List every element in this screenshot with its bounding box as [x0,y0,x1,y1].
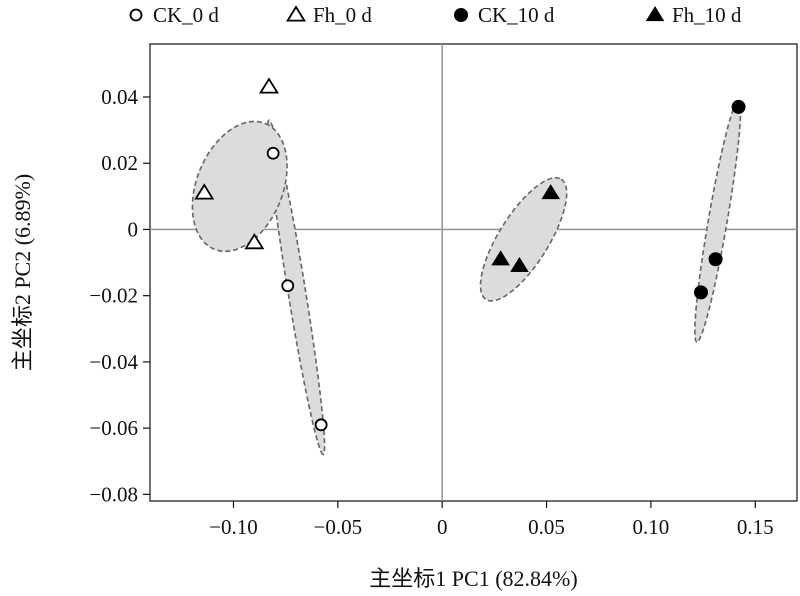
legend-item: Fh_10 d [647,3,742,27]
point-ck-0-d [282,280,293,291]
legend-label: CK_0 d [153,3,219,27]
y-axis: −0.08 −0.06 −0.04 −0.02 0 0.02 0.04 [89,85,150,506]
legend-marker [288,7,305,21]
y-axis-title: 主坐标2 PC2 (6.89%) [10,174,35,371]
legend-label: CK_10 d [478,3,555,27]
x-axis-title: 主坐标1 PC1 (82.84%) [369,566,577,591]
legend-marker [455,9,468,22]
x-tick-label: 0.15 [737,515,774,539]
legend-item: Fh_0 d [288,3,373,27]
ellipse-fh-10-d [465,166,582,313]
legend-label: Fh_10 d [672,3,742,27]
point-ck-0-d [316,419,327,430]
legend-label: Fh_0 d [313,3,372,27]
legend-item: CK_0 d [131,3,220,27]
x-tick-label: 0 [437,515,448,539]
legend: CK_0 d Fh_0 d CK_10 d Fh_10 d [131,3,742,27]
point-ck-10-d [732,100,745,113]
y-tick-label: 0.04 [101,85,138,109]
data-points [196,79,745,430]
point-fh-0-d [261,79,278,93]
reference-lines [150,44,797,501]
plot-frame [150,44,797,501]
x-tick-label: −0.10 [209,515,258,539]
y-tick-label: −0.02 [89,284,138,308]
x-tick-label: 0.10 [633,515,670,539]
y-tick-label: −0.06 [89,416,138,440]
point-ck-10-d [709,253,722,266]
ellipse-ck-10-d [688,99,748,344]
x-tick-label: 0.05 [528,515,565,539]
legend-marker [647,7,664,21]
y-tick-label: −0.04 [89,350,138,374]
legend-marker [131,10,142,21]
x-axis: −0.10 −0.05 0 0.05 0.10 0.15 [209,501,773,539]
y-tick-label: −0.08 [89,482,138,506]
y-tick-label: 0.02 [101,151,138,175]
legend-item: CK_10 d [455,3,555,27]
point-ck-0-d [268,148,279,159]
confidence-ellipses [174,99,747,456]
y-tick-label: 0 [128,217,139,241]
point-ck-10-d [694,286,707,299]
x-tick-label: −0.05 [314,515,363,539]
